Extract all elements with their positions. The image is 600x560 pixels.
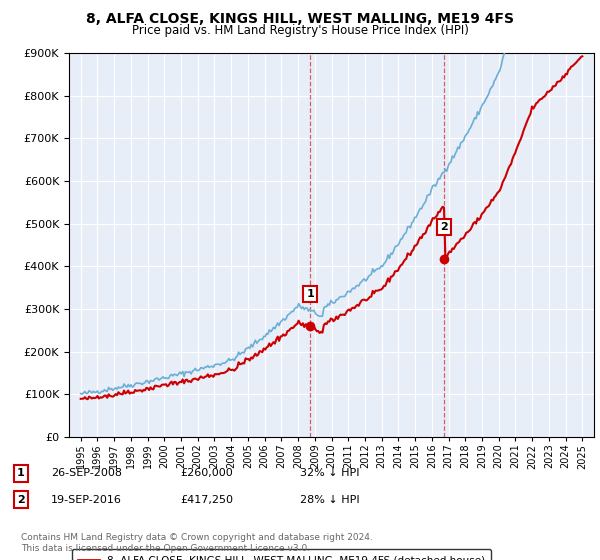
Text: 32% ↓ HPI: 32% ↓ HPI — [300, 468, 359, 478]
Text: 26-SEP-2008: 26-SEP-2008 — [51, 468, 122, 478]
Text: £260,000: £260,000 — [180, 468, 233, 478]
Text: Contains HM Land Registry data © Crown copyright and database right 2024.
This d: Contains HM Land Registry data © Crown c… — [21, 533, 373, 553]
Text: 1: 1 — [17, 468, 25, 478]
Text: Price paid vs. HM Land Registry's House Price Index (HPI): Price paid vs. HM Land Registry's House … — [131, 24, 469, 37]
Text: £417,250: £417,250 — [180, 494, 233, 505]
Text: 19-SEP-2016: 19-SEP-2016 — [51, 494, 122, 505]
Text: 2: 2 — [17, 494, 25, 505]
Text: 2: 2 — [440, 222, 448, 232]
Legend: 8, ALFA CLOSE, KINGS HILL, WEST MALLING, ME19 4FS (detached house), HPI: Average: 8, ALFA CLOSE, KINGS HILL, WEST MALLING,… — [71, 549, 491, 560]
Text: 28% ↓ HPI: 28% ↓ HPI — [300, 494, 359, 505]
Text: 8, ALFA CLOSE, KINGS HILL, WEST MALLING, ME19 4FS: 8, ALFA CLOSE, KINGS HILL, WEST MALLING,… — [86, 12, 514, 26]
Text: 1: 1 — [307, 289, 314, 299]
